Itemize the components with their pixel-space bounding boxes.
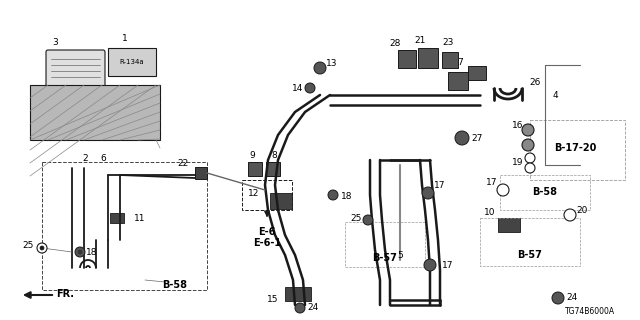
Bar (248, 162, 262, 176)
Text: B-58: B-58 (163, 280, 188, 290)
Circle shape (305, 83, 315, 93)
Bar (398, 50, 416, 68)
Circle shape (455, 131, 469, 145)
Circle shape (78, 250, 82, 254)
Bar (500, 175, 590, 210)
Circle shape (552, 292, 564, 304)
Bar (110, 213, 124, 223)
Circle shape (424, 259, 436, 271)
Text: 17: 17 (442, 260, 454, 269)
Circle shape (522, 124, 534, 136)
Circle shape (564, 209, 576, 221)
Circle shape (525, 153, 535, 163)
Bar (266, 162, 280, 176)
Text: 14: 14 (292, 84, 304, 92)
Text: 8: 8 (271, 150, 277, 159)
Circle shape (328, 190, 338, 200)
Text: 3: 3 (52, 37, 58, 46)
Bar (242, 180, 292, 210)
Circle shape (295, 303, 305, 313)
Bar (345, 222, 425, 267)
Text: 22: 22 (177, 158, 189, 167)
Bar (480, 218, 580, 266)
Text: 24: 24 (307, 303, 319, 313)
Bar (498, 218, 520, 232)
Text: 25: 25 (22, 241, 34, 250)
Text: 21: 21 (414, 36, 426, 44)
Text: 18: 18 (341, 191, 353, 201)
Text: FR.: FR. (56, 289, 74, 299)
Circle shape (37, 243, 47, 253)
Text: 28: 28 (389, 38, 401, 47)
Bar (42, 162, 207, 290)
Text: E-6: E-6 (259, 227, 276, 237)
Bar (468, 66, 486, 80)
Text: 9: 9 (249, 150, 255, 159)
Text: B-57: B-57 (372, 253, 397, 263)
Text: 17: 17 (486, 178, 498, 187)
Text: TG74B6000A: TG74B6000A (565, 308, 615, 316)
Bar (195, 167, 207, 179)
Text: 10: 10 (484, 207, 496, 217)
FancyBboxPatch shape (46, 50, 105, 89)
Circle shape (40, 246, 44, 250)
Text: 18: 18 (86, 247, 98, 257)
Text: 15: 15 (268, 295, 279, 305)
Bar (30, 85, 160, 140)
Text: 19: 19 (512, 157, 524, 166)
Text: 25: 25 (350, 213, 362, 222)
Text: E-6-1: E-6-1 (253, 238, 281, 248)
Text: B-17-20: B-17-20 (554, 143, 596, 153)
Bar (285, 287, 311, 301)
Text: 4: 4 (552, 91, 558, 100)
Text: 23: 23 (442, 37, 454, 46)
Bar (448, 72, 468, 90)
Bar (442, 52, 458, 68)
Bar (418, 48, 438, 68)
Text: 20: 20 (576, 205, 588, 214)
Circle shape (422, 187, 434, 199)
Text: B-57: B-57 (518, 250, 543, 260)
Text: R-134a: R-134a (120, 59, 144, 65)
Bar (530, 120, 625, 180)
Text: 5: 5 (397, 251, 403, 260)
Bar (270, 193, 292, 209)
Text: 27: 27 (471, 133, 483, 142)
Text: 16: 16 (512, 121, 524, 130)
Circle shape (363, 215, 373, 225)
Text: 26: 26 (529, 77, 541, 86)
Text: 24: 24 (566, 293, 578, 302)
Text: 1: 1 (122, 34, 128, 43)
Text: 2: 2 (82, 154, 88, 163)
Text: 6: 6 (100, 154, 106, 163)
Text: 17: 17 (435, 180, 445, 189)
Text: 13: 13 (326, 59, 338, 68)
Circle shape (525, 163, 535, 173)
Text: 11: 11 (134, 213, 146, 222)
Text: B-58: B-58 (532, 187, 557, 197)
Text: 12: 12 (248, 188, 260, 197)
Circle shape (314, 62, 326, 74)
Circle shape (522, 139, 534, 151)
Bar (108, 48, 156, 76)
Circle shape (497, 184, 509, 196)
Circle shape (75, 247, 85, 257)
Text: 7: 7 (457, 58, 463, 67)
